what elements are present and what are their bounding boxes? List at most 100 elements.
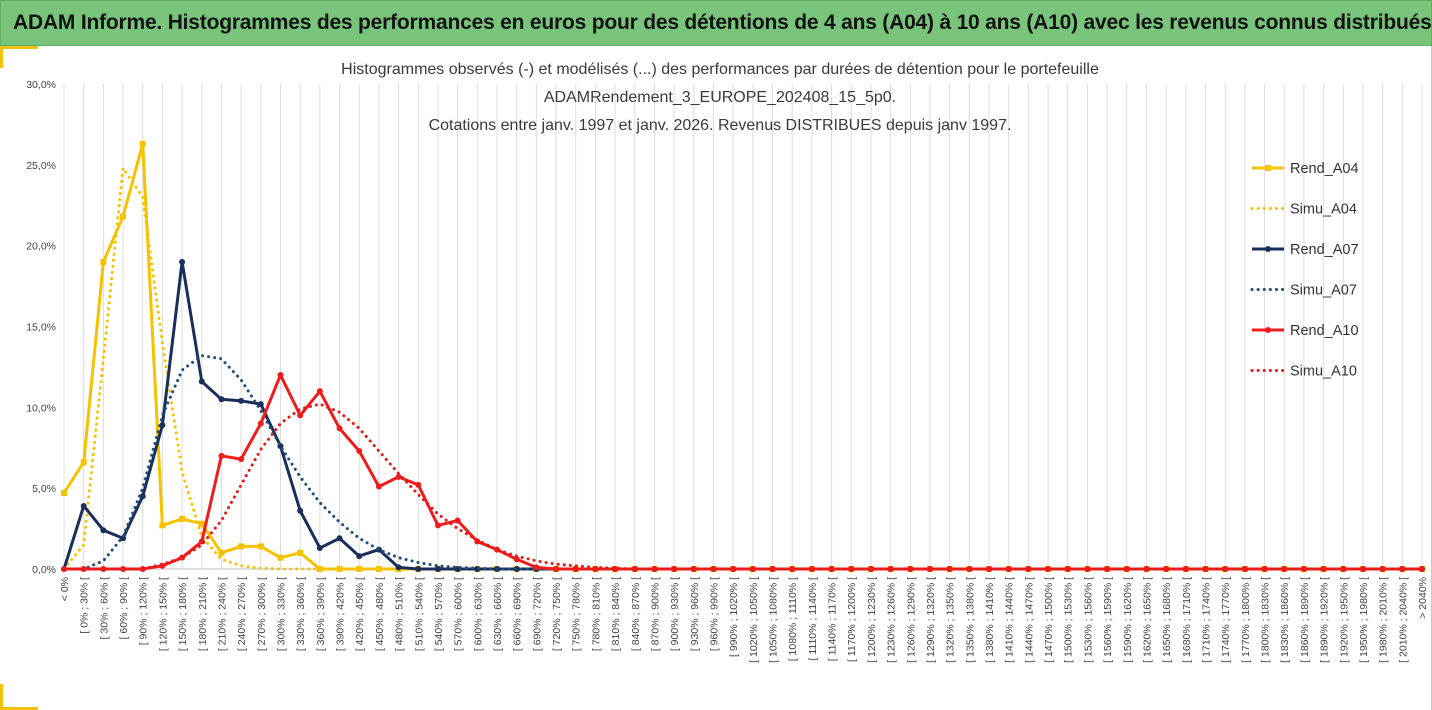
chart-gridlines <box>63 84 1423 570</box>
data-point-rend_a04 <box>218 549 225 556</box>
x-tick-label: [ 450% ; 480% [ <box>374 577 386 651</box>
x-tick-label: [ 330% ; 360% [ <box>295 577 307 651</box>
x-tick-label: [ 930% ; 960% [ <box>689 577 701 651</box>
data-point-rend_a07 <box>218 396 225 403</box>
data-point-rend_a10 <box>395 473 402 480</box>
corner-accent <box>0 707 38 710</box>
data-point-rend_a04 <box>80 459 87 466</box>
data-point-rend_a10 <box>533 564 540 571</box>
data-point-rend_a10 <box>277 372 284 378</box>
legend-label-rend_a04: Rend_A04 <box>1290 161 1359 177</box>
x-tick-label: [ 720% ; 750% [ <box>551 577 563 651</box>
x-tick-label: [ 1110% ; 1140% [ <box>807 577 819 661</box>
x-tick-label: [ 1590% ; 1620% [ <box>1122 577 1134 663</box>
x-tick-label: [ 120% ; 150% [ <box>157 577 169 651</box>
data-point-rend_a07 <box>238 397 245 404</box>
data-point-rend_a07 <box>395 564 402 571</box>
data-point-rend_a07 <box>336 535 343 542</box>
chart-title: Histogrammes observés (-) et modélisés (… <box>341 61 1099 134</box>
data-point-rend_a10 <box>808 566 815 572</box>
data-point-rend_a10 <box>356 447 363 454</box>
data-point-rend_a04 <box>61 490 67 497</box>
x-tick-label: [ 60% ; 90% [ <box>118 577 130 640</box>
data-point-rend_a04 <box>120 213 127 220</box>
x-tick-label: [ 270% ; 300% [ <box>256 577 268 651</box>
data-point-rend_a10 <box>966 566 973 572</box>
x-tick-label: [ 540% ; 570% [ <box>433 577 445 651</box>
y-tick-label: 30,0% <box>26 79 56 91</box>
x-tick-label: [ 630% ; 660% [ <box>492 577 504 651</box>
y-axis: 0,0% 5,0% 10,0% 15,0% 20,0% 25,0% 30,0% <box>26 79 56 576</box>
legend-label-simu_a07: Simu_A07 <box>1290 283 1357 299</box>
x-tick-label: [ 300% ; 330% [ <box>275 577 287 651</box>
x-tick-label: [ 1440% ; 1470% [ <box>1023 577 1035 663</box>
x-tick-label: [ 990% ; 1020% [ <box>728 577 740 657</box>
data-point-rend_a10 <box>1143 566 1150 572</box>
x-tick-label: [ 360% ; 390% [ <box>315 577 327 651</box>
chart-series <box>61 140 1425 572</box>
y-tick-label: 15,0% <box>26 322 56 334</box>
data-point-rend_a04 <box>375 566 382 572</box>
data-point-rend_a10 <box>238 456 245 463</box>
data-point-rend_a10 <box>1419 566 1425 572</box>
data-point-rend_a10 <box>1064 566 1071 572</box>
legend-marker <box>1265 327 1271 333</box>
x-tick-label: [ 1170% ; 1200% [ <box>846 577 858 662</box>
x-tick-label: [ 1410% ; 1440% [ <box>1004 577 1016 663</box>
x-tick-label: [ 1050% ; 1080% [ <box>768 577 780 663</box>
data-point-rend_a10 <box>553 566 560 572</box>
x-tick-label: [ 1500% ; 1530% [ <box>1063 577 1075 663</box>
x-tick-label: [ 150% ; 180% [ <box>177 577 189 651</box>
series-line-rend_a10 <box>64 373 1422 571</box>
data-point-rend_a10 <box>454 517 461 524</box>
data-point-rend_a07 <box>198 378 205 385</box>
x-tick-label: [ 660% ; 690% [ <box>512 577 524 651</box>
x-tick-label: [ 1320% ; 1350% [ <box>945 577 957 663</box>
x-tick-label: [ 90% ; 120% [ <box>138 577 150 645</box>
x-tick-label: [ 1530% ; 1560% [ <box>1082 577 1094 663</box>
corner-accent <box>0 46 3 68</box>
data-point-rend_a10 <box>1241 566 1248 572</box>
corner-accent <box>0 684 3 710</box>
x-tick-label: [ 240% ; 270% [ <box>236 577 248 651</box>
legend-label-rend_a10: Rend_A10 <box>1290 323 1359 339</box>
x-axis: < 0% [ 0% ; 30% [[ 30% ; 60% [[ 60% ; 90%… <box>59 577 1429 663</box>
data-point-rend_a04 <box>238 543 245 550</box>
data-point-rend_a10 <box>690 566 697 572</box>
x-tick-label: [ 1860% ; 1890% [ <box>1299 577 1311 663</box>
x-tick-label: [ 1140% ; 1170% [ <box>827 577 839 661</box>
y-tick-label: 0,0% <box>32 564 56 576</box>
x-tick-label: > 2040% <box>1417 577 1429 619</box>
data-point-rend_a10 <box>730 566 737 572</box>
x-tick-label: [ 750% ; 780% [ <box>571 577 583 651</box>
data-point-rend_a10 <box>1163 566 1170 572</box>
x-tick-label: [ 960% ; 990% [ <box>708 577 720 651</box>
x-tick-label: [ 510% ; 540% [ <box>413 577 425 651</box>
x-tick-label: [ 1470% ; 1500% [ <box>1043 577 1055 663</box>
data-point-rend_a07 <box>434 566 441 572</box>
x-tick-label: [ 870% ; 900% [ <box>649 577 661 651</box>
x-tick-label: [ 600% ; 630% [ <box>472 577 484 651</box>
chart-title-line: Histogrammes observés (-) et modélisés (… <box>341 61 1099 78</box>
data-point-rend_a07 <box>80 502 87 509</box>
data-point-rend_a10 <box>986 566 993 572</box>
x-tick-label: [ 1080% ; 1110% [ <box>787 577 799 661</box>
data-point-rend_a07 <box>179 258 186 265</box>
data-point-rend_a04 <box>277 554 284 561</box>
x-tick-label: [ 1620% ; 1650% [ <box>1141 577 1153 663</box>
data-point-rend_a04 <box>139 140 146 147</box>
corner-accent <box>0 46 38 49</box>
data-point-rend_a07 <box>316 544 323 551</box>
data-point-rend_a04 <box>297 549 304 556</box>
y-tick-label: 25,0% <box>26 160 56 172</box>
x-tick-label: [ 570% ; 600% [ <box>453 577 465 651</box>
data-point-rend_a10 <box>867 566 874 572</box>
legend-label-simu_a10: Simu_A10 <box>1290 364 1357 380</box>
series-line-simu_a10 <box>62 402 1424 571</box>
data-point-rend_a10 <box>120 566 127 572</box>
data-point-rend_a10 <box>513 556 520 563</box>
data-point-rend_a10 <box>789 566 796 572</box>
data-point-rend_a10 <box>100 566 107 572</box>
histogram-chart: 0,0% 5,0% 10,0% 15,0% 20,0% 25,0% 30,0% < 0% [ … <box>26 61 1429 663</box>
data-point-rend_a10 <box>1222 566 1229 572</box>
